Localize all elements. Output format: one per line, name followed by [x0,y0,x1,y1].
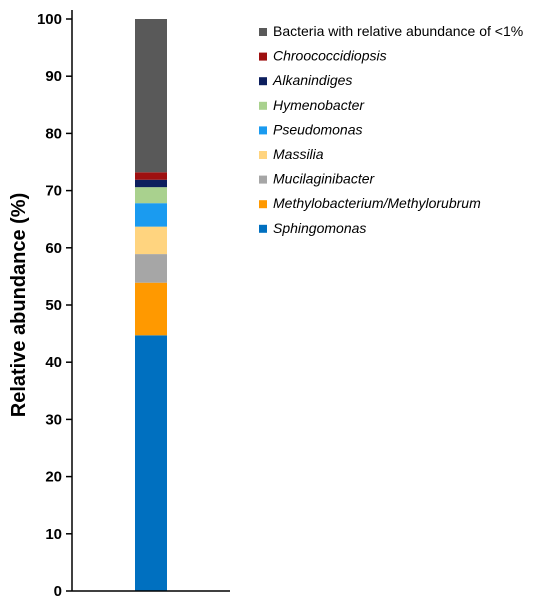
legend-label: Hymenobacter [273,97,365,113]
legend-label: Bacteria with relative abundance of <1% [273,23,523,39]
bar-segment-sphingomonas [135,335,167,591]
bar-segment-bacteria-with-relative-abundance-of-1 [135,19,167,173]
legend-swatch [259,175,267,184]
legend-swatch [259,151,267,159]
bar-segment-massilia [135,226,167,255]
legend-swatch [259,28,267,36]
y-tick-label: 70 [45,183,62,200]
bar-segment-chroococcidiopsis [135,172,167,180]
legend-label: Methylobacterium/Methylorubrum [273,195,481,211]
bar-segments [135,19,167,591]
y-tick-label: 40 [45,354,62,371]
y-tick-label: 20 [45,469,62,486]
legend-label: Massilia [273,146,324,162]
y-tick-label: 50 [45,297,62,314]
legend-label: Alkanindiges [272,72,352,88]
legend-swatch [259,77,267,86]
y-tick-label: 60 [45,240,62,257]
legend-label: Chroococcidiopsis [273,48,387,64]
bar-segment-alkanindiges [135,179,167,188]
legend-label: Sphingomonas [273,220,366,236]
legend-label: Pseudomonas [273,121,363,137]
legend-swatch [259,224,267,233]
bar-segment-hymenobacter [135,187,167,204]
legend-swatch [259,52,267,61]
legend-swatch [259,126,267,135]
y-axis-label: Relative abundance (%) [8,193,30,418]
y-tick-label: 80 [45,125,62,142]
y-axis-ticks: 0 10 20 30 40 50 60 70 80 90 100 [37,11,72,600]
y-tick-label: 100 [37,11,62,28]
y-tick-label: 90 [45,68,62,85]
bar-segment-pseudomonas [135,203,167,227]
bar-segment-mucilaginibacter [135,254,167,283]
legend-label: Mucilaginibacter [273,171,375,187]
bar-segment-methylobacterium-methylorubrum [135,282,167,336]
legend-swatch [259,200,267,209]
legend-swatch [259,101,267,110]
y-tick-label: 30 [45,411,62,428]
y-tick-label: 0 [54,583,62,600]
y-tick-label: 10 [45,526,62,543]
legend: Bacteria with relative abundance of <1% C… [259,23,523,236]
